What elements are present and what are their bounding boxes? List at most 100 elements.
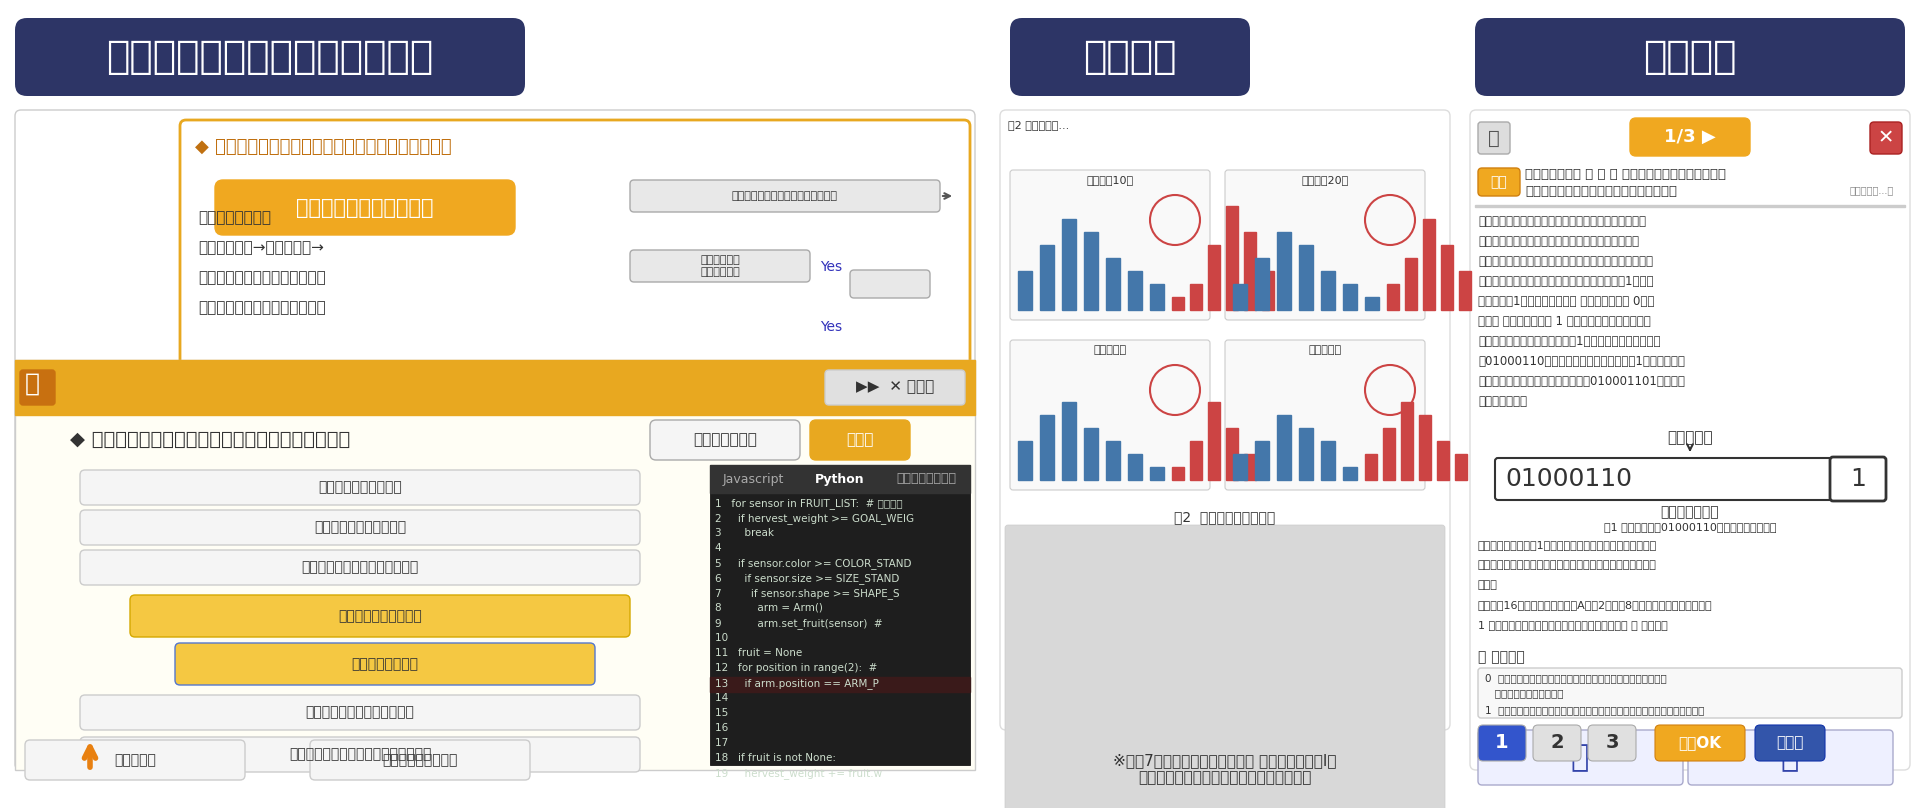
FancyBboxPatch shape: [1870, 122, 1903, 154]
Bar: [1227, 428, 1238, 480]
FancyBboxPatch shape: [1478, 122, 1509, 154]
Text: 収穫した果実の総重量を量る: 収穫した果実の総重量を量る: [305, 705, 415, 719]
Bar: [1106, 441, 1119, 480]
FancyBboxPatch shape: [81, 695, 639, 730]
FancyBboxPatch shape: [81, 510, 639, 545]
FancyBboxPatch shape: [1225, 170, 1425, 320]
FancyBboxPatch shape: [1478, 730, 1684, 785]
Bar: [1018, 441, 1033, 480]
Text: 受信側は、データの1の個数が偶数かどうかにより、データ: 受信側は、データの1の個数が偶数かどうかにより、データ: [1478, 540, 1657, 550]
Text: 受験人数人: 受験人数人: [1308, 345, 1342, 355]
Text: 図1 送信データ「01000110」とパリティビット: 図1 送信データ「01000110」とパリティビット: [1603, 522, 1776, 532]
Text: ア の解答群: ア の解答群: [1478, 650, 1524, 664]
FancyBboxPatch shape: [1010, 170, 1210, 320]
Text: 収穫アームの処理（繰り返し）: 収穫アームの処理（繰り返し）: [301, 561, 419, 574]
Text: この方式では、データにパリティビットを追加してデー: この方式では、データにパリティビットを追加してデー: [1478, 255, 1653, 268]
Bar: [1382, 428, 1396, 480]
FancyBboxPatch shape: [1478, 725, 1526, 761]
FancyBboxPatch shape: [1478, 668, 1903, 718]
Bar: [1018, 271, 1033, 310]
FancyBboxPatch shape: [25, 740, 246, 780]
Text: 数なら パリティビット 1 を送信データに追加で送信: 数なら パリティビット 1 を送信データに追加で送信: [1478, 315, 1651, 328]
Bar: [1365, 454, 1377, 480]
FancyBboxPatch shape: [1532, 725, 1580, 761]
Text: 19     hervest_weight += fruit.w: 19 hervest_weight += fruit.w: [714, 768, 881, 779]
Bar: [1129, 271, 1142, 310]
Text: 変更OK: 変更OK: [1678, 735, 1722, 751]
FancyBboxPatch shape: [19, 370, 56, 405]
Text: 5     if sensor.color >= COLOR_STAND: 5 if sensor.color >= COLOR_STAND: [714, 558, 912, 569]
Bar: [1227, 206, 1238, 310]
Text: 📋: 📋: [1488, 128, 1500, 148]
Text: ※令和7年度大学入学共通テスト 試作問題『情報Ⅰ』
より。大学入試センターの許諾を得て抜粋: ※令和7年度大学入学共通テスト 試作問題『情報Ⅰ』 より。大学入試センターの許諾…: [1114, 753, 1336, 785]
Bar: [710, 465, 970, 493]
Text: パリティビットを追加したデータ「010001101」を送信: パリティビットを追加したデータ「010001101」を送信: [1478, 375, 1686, 388]
Text: 例えば、16進数で表したとき「A」を2進数で8ビット表したデータに、図: 例えば、16進数で表したとき「A」を2進数で8ビット表したデータに、図: [1478, 600, 1713, 610]
FancyBboxPatch shape: [215, 180, 515, 235]
Bar: [1171, 467, 1185, 480]
FancyBboxPatch shape: [651, 420, 801, 460]
FancyBboxPatch shape: [81, 470, 639, 505]
FancyBboxPatch shape: [15, 110, 975, 770]
Bar: [1106, 258, 1119, 310]
FancyBboxPatch shape: [1755, 725, 1826, 761]
Text: 始める: 始める: [1776, 735, 1803, 751]
Text: ▶▶  ✕ 終わる: ▶▶ ✕ 終わる: [856, 380, 935, 394]
FancyBboxPatch shape: [131, 595, 630, 637]
Text: Yes: Yes: [820, 260, 843, 274]
Bar: [1475, 205, 1905, 207]
Bar: [1171, 297, 1185, 310]
Text: フローチャート: フローチャート: [693, 432, 756, 448]
FancyBboxPatch shape: [1478, 168, 1521, 196]
Bar: [1190, 284, 1202, 310]
Bar: [1365, 297, 1379, 310]
Text: 果実の柄をはなす: 果実の柄をはなす: [351, 657, 419, 671]
Text: 送信データ: 送信データ: [1667, 430, 1713, 445]
Text: 15: 15: [714, 708, 732, 718]
Text: データの通信において、受信したデータに誤りがない: データの通信において、受信したデータに誤りがない: [1478, 215, 1645, 228]
Text: 定着問題: 定着問題: [1644, 38, 1738, 76]
Text: 1: 1: [1851, 467, 1866, 491]
Text: ◆ 果実を自動収穫する動きをプログラミングしよう: ◆ 果実を自動収穫する動きをプログラミングしよう: [69, 430, 349, 449]
Text: 01000110: 01000110: [1505, 467, 1632, 491]
FancyBboxPatch shape: [175, 643, 595, 685]
Text: 18   if fruit is not None:: 18 if fruit is not None:: [714, 753, 835, 763]
Bar: [1459, 271, 1471, 310]
Text: 3: 3: [1605, 734, 1619, 752]
Text: パリティビット: パリティビット: [1661, 505, 1718, 519]
Text: 12   for position in range(2):  #: 12 for position in range(2): #: [714, 663, 877, 673]
FancyBboxPatch shape: [810, 420, 910, 460]
Text: 1/3 ▶: 1/3 ▶: [1665, 128, 1716, 146]
Bar: [1300, 245, 1313, 310]
Text: センサを使って，: センサを使って，: [198, 210, 271, 225]
Text: 統計表マクロ言語: 統計表マクロ言語: [897, 473, 956, 486]
Text: 1  パリティビットを含め、一つのビットの誤りは判定できるが、どのビット: 1 パリティビットを含め、一つのビットの誤りは判定できるが、どのビット: [1484, 705, 1705, 715]
Text: 本番人数20人: 本番人数20人: [1302, 175, 1348, 185]
Text: ✕: ✕: [1878, 128, 1895, 148]
Text: 1 と同様にパリティビットを追加したデータは、 ア となる。: 1 と同様にパリティビットを追加したデータは、 ア となる。: [1478, 620, 1668, 630]
Text: かどうかを判定できない: かどうかを判定できない: [1484, 688, 1563, 698]
FancyBboxPatch shape: [1475, 18, 1905, 96]
Text: 1: 1: [1496, 734, 1509, 752]
FancyBboxPatch shape: [1655, 725, 1745, 761]
Text: 次の文章の空欄 ア ・ イ に入れるのに最も適当なもの: 次の文章の空欄 ア ・ イ に入れるのに最も適当なもの: [1524, 168, 1726, 181]
Text: を数えて、1の個数が偶数なら パリティビット 0、奇: を数えて、1の個数が偶数なら パリティビット 0、奇: [1478, 295, 1655, 308]
Bar: [1085, 232, 1098, 310]
Bar: [1321, 271, 1334, 310]
Text: 1   for sensor in FRUIT_LIST:  # 繰り返し: 1 for sensor in FRUIT_LIST: # 繰り返し: [714, 498, 902, 509]
Text: 2     if hervest_weight >= GOAL_WEIG: 2 if hervest_weight >= GOAL_WEIG: [714, 513, 914, 524]
Text: 町: 町: [25, 372, 40, 396]
Bar: [1233, 284, 1246, 310]
Text: 13     if arm.position == ARM_P: 13 if arm.position == ARM_P: [714, 678, 879, 689]
Bar: [1129, 454, 1142, 480]
FancyBboxPatch shape: [630, 250, 810, 282]
FancyBboxPatch shape: [1496, 458, 1885, 500]
Text: 11   fruit = None: 11 fruit = None: [714, 648, 803, 658]
Bar: [1256, 258, 1269, 310]
Text: 体感ワーク（プログラミング）: 体感ワーク（プログラミング）: [106, 38, 434, 76]
Text: 6       if sensor.size >= SIZE_STAND: 6 if sensor.size >= SIZE_STAND: [714, 573, 899, 584]
Text: コード: コード: [847, 432, 874, 448]
Text: 「果物の色」→「大きさ」→: 「果物の色」→「大きさ」→: [198, 240, 324, 255]
Text: 10: 10: [714, 633, 732, 643]
Text: でなければ: でなければ: [113, 753, 156, 767]
